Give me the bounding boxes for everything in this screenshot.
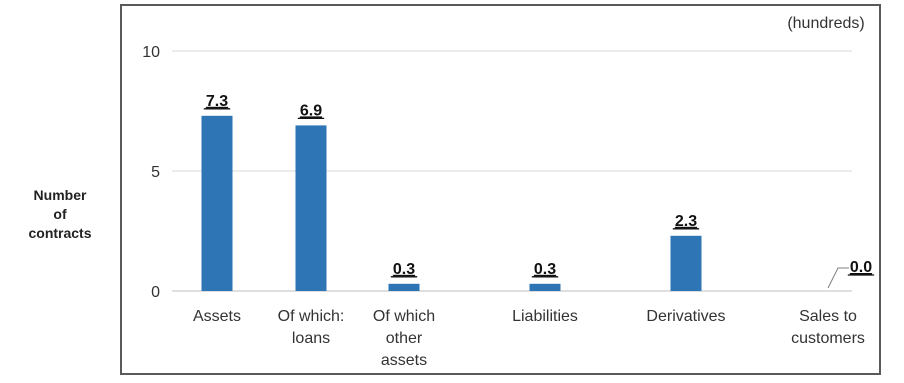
x-tick-label: Assets: [193, 308, 241, 325]
bar: [295, 125, 327, 292]
x-tick-label: Of which:: [278, 308, 345, 325]
x-tick-label: other: [386, 330, 423, 347]
data-label: 0.3: [393, 261, 415, 278]
y-tick-label: 5: [151, 164, 160, 181]
data-label: 7.3: [206, 93, 228, 110]
y-axis-title-line: Number: [33, 187, 87, 203]
data-label: 0.3: [534, 261, 556, 278]
data-label: 6.9: [300, 102, 322, 119]
data-label: 0.0: [850, 259, 872, 276]
x-tick-label: Derivatives: [646, 308, 725, 325]
x-tick-label: loans: [292, 330, 330, 347]
bar: [670, 235, 702, 291]
x-tick-label: Of which: [373, 308, 435, 325]
y-axis-title-line: contracts: [28, 225, 92, 241]
unit-label: (hundreds): [787, 15, 864, 32]
x-tick-label: customers: [791, 330, 865, 347]
y-axis-title-line: of: [53, 206, 67, 222]
bar: [529, 283, 561, 291]
leader-line: [827, 267, 849, 289]
y-axis-title: Number of contracts: [0, 186, 120, 243]
bar: [388, 283, 420, 291]
x-tick-label: assets: [381, 352, 427, 369]
x-tick-label: Sales to: [799, 308, 857, 325]
data-label: 2.3: [675, 213, 697, 230]
bar: [201, 115, 233, 291]
x-tick-label: Liabilities: [512, 308, 578, 325]
chart-frame: [120, 4, 881, 375]
y-tick-label: 0: [151, 284, 160, 301]
y-tick-label: 10: [142, 44, 160, 61]
